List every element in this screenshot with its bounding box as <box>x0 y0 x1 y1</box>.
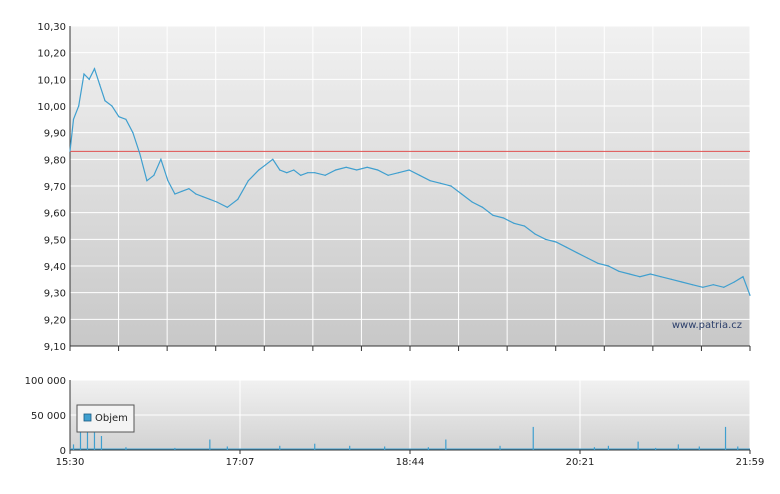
volume-bar <box>499 445 501 450</box>
price-y-tick-label: 9,20 <box>44 315 66 326</box>
volume-bars <box>70 425 750 450</box>
price-y-axis: 9,10 9,20 9,30 9,40 9,50 9,60 9,70 9,80 9,90 10,0… <box>37 22 66 353</box>
volume-bar <box>86 425 89 450</box>
volume-x-tick-label: 20:21 <box>566 457 595 468</box>
price-y-tick-label: 9,50 <box>44 235 66 246</box>
volume-y-axis: 0 50 000 100 000 <box>25 376 66 457</box>
volume-bar <box>532 426 534 450</box>
volume-bar <box>637 441 639 450</box>
volume-bar <box>72 444 75 450</box>
volume-y-tick-label: 50 000 <box>31 411 66 422</box>
volume-bar <box>279 445 281 450</box>
volume-bar <box>226 446 228 450</box>
volume-bar <box>93 429 96 450</box>
volume-chart: 0 50 000 100 000 15:30 17:07 18:44 20:21 21:59… <box>25 376 765 468</box>
volume-legend: Objem <box>76 404 135 433</box>
volume-bar <box>677 444 679 450</box>
price-y-tick-label: 9,40 <box>44 262 66 273</box>
price-y-tick-label: 10,30 <box>37 22 66 33</box>
volume-bar <box>314 443 316 450</box>
volume-x-tick-label: 21:59 <box>736 457 765 468</box>
price-y-tick-label: 10,20 <box>37 49 66 60</box>
volume-bar <box>209 439 211 450</box>
volume-bar <box>724 426 727 450</box>
volume-x-tick-label: 17:07 <box>226 457 255 468</box>
volume-bar <box>384 446 386 450</box>
price-y-tick-label: 9,60 <box>44 209 66 220</box>
volume-bar <box>349 445 351 450</box>
volume-bar <box>737 446 739 450</box>
volume-bar <box>607 445 610 450</box>
volume-x-tick-label: 15:30 <box>56 457 85 468</box>
volume-x-axis: 15:30 17:07 18:44 20:21 21:59 <box>56 450 765 468</box>
price-y-tick-label: 10,10 <box>37 75 66 86</box>
price-y-tick-label: 9,80 <box>44 155 66 166</box>
volume-bar <box>100 436 103 450</box>
volume-bar <box>79 432 82 450</box>
volume-bar <box>445 439 447 450</box>
legend-label: Objem <box>95 413 128 424</box>
price-gridlines <box>69 25 751 351</box>
legend-swatch-icon <box>83 413 92 422</box>
price-y-tick-label: 9,30 <box>44 289 66 300</box>
price-y-tick-label: 9,10 <box>44 342 66 353</box>
price-chart: 9,10 9,20 9,30 9,40 9,50 9,60 9,70 9,80 9,90 10,0… <box>37 22 751 353</box>
price-y-tick-label: 9,90 <box>44 129 66 140</box>
volume-y-tick-label: 100 000 <box>25 376 66 387</box>
price-y-tick-label: 9,70 <box>44 182 66 193</box>
volume-y-tick-label: 0 <box>60 446 66 457</box>
price-series-line <box>69 67 751 296</box>
watermark-text: www.patria.cz <box>672 320 742 331</box>
price-y-tick-label: 10,00 <box>37 102 66 113</box>
volume-bar <box>698 446 700 450</box>
volume-x-tick-label: 18:44 <box>396 457 425 468</box>
